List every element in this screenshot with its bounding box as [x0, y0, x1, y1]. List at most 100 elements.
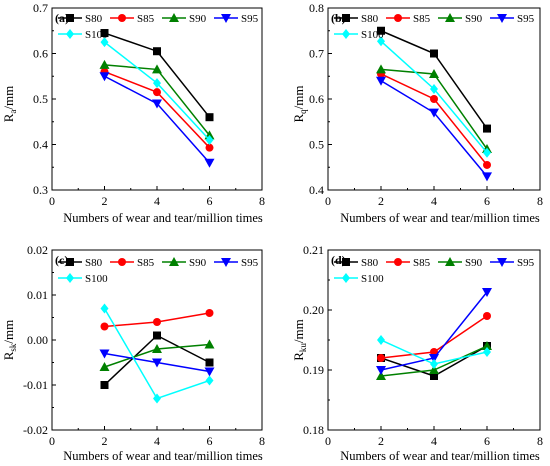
- legend-label-s85-b: S85: [413, 13, 431, 25]
- y-tick-label-c: -0.01: [23, 378, 48, 392]
- chart-panel-c: 0 2 4 6 8 -0.02 -0.01 0.00 0.01 0.02 (c) S80 S85 S90 S…: [1, 243, 265, 463]
- x-tick-label-a: 2: [102, 194, 108, 208]
- legend-marker-s100-a: [66, 29, 74, 39]
- data-point-s100-c: [100, 303, 109, 314]
- legend-label-s100-a: S100: [85, 29, 108, 41]
- legend-label-s85-a: S85: [137, 13, 155, 25]
- data-point-s80-a: [205, 113, 214, 122]
- x-axis-title-d: Numbers of wear and tear/million times: [340, 449, 540, 463]
- x-tick-label-c: 0: [49, 434, 55, 448]
- y-tick-label-b: 0.4: [309, 183, 324, 197]
- x-tick-label-d: 4: [431, 434, 437, 448]
- legend-label-s90-b: S90: [465, 13, 483, 25]
- data-point-s95-d: [376, 366, 386, 375]
- data-point-s90-d: [376, 371, 386, 380]
- data-point-s80-c: [153, 331, 161, 340]
- y-tick-label-d: 0.18: [303, 423, 324, 437]
- data-point-s90-c: [99, 362, 110, 371]
- data-point-s100-c: [153, 393, 161, 404]
- data-point-s85-d: [377, 354, 385, 362]
- legend-marker-s95-d: [497, 258, 507, 267]
- x-tick-label-d: 8: [537, 434, 543, 448]
- x-tick-label-c: 6: [207, 434, 213, 448]
- x-tick-label-b: 4: [431, 194, 437, 208]
- legend-marker-s90-d: [445, 257, 455, 266]
- legend-label-s90-d: S90: [465, 257, 483, 269]
- legend-marker-s80-b: [342, 14, 350, 22]
- legend-label-s95-b: S95: [517, 13, 535, 25]
- data-point-s80-c: [205, 358, 214, 367]
- legend-marker-s85-b: [394, 14, 402, 22]
- data-point-s80-a: [100, 29, 109, 38]
- x-tick-label-b: 8: [537, 194, 543, 208]
- legend-marker-s85-d: [394, 258, 402, 266]
- legend-marker-s90-b: [445, 13, 455, 22]
- legend-label-s100-c: S100: [85, 273, 108, 285]
- x-tick-label-d: 2: [378, 434, 384, 448]
- chart-panel-a: 0 2 4 6 80.30.40.50.60.7(a) S80 S85 S90 S95S100R…: [1, 1, 265, 225]
- legend-marker-s85-a: [118, 14, 126, 22]
- x-axis-title-a: Numbers of wear and tear/million times: [63, 211, 263, 225]
- y-axis-title-a: Ra/mm: [1, 86, 18, 123]
- y-tick-label-b: 0.6: [309, 92, 324, 106]
- x-tick-label-d: 0: [325, 434, 331, 448]
- y-tick-label-d: 0.20: [303, 303, 324, 317]
- legend-marker-s85-c: [118, 258, 126, 266]
- data-point-s95-c: [204, 367, 215, 377]
- data-point-s95-a: [99, 72, 110, 82]
- data-point-s100-a: [100, 37, 109, 48]
- legend-label-s85-d: S85: [413, 257, 431, 269]
- data-point-s85-c: [100, 322, 109, 331]
- x-tick-label-a: 8: [259, 194, 265, 208]
- y-tick-label-d: 0.19: [303, 363, 324, 377]
- legend-marker-s90-c: [169, 257, 179, 266]
- legend-marker-s80-a: [66, 14, 74, 22]
- y-tick-label-a: 0.5: [33, 92, 48, 106]
- legend-marker-s100-c: [66, 273, 74, 283]
- panel-label-c: (c): [55, 253, 68, 267]
- y-tick-label-c: 0.00: [27, 333, 48, 347]
- x-tick-label-c: 4: [154, 434, 160, 448]
- y-tick-label-b: 0.5: [309, 138, 324, 152]
- x-tick-label-b: 6: [484, 194, 490, 208]
- y-tick-label-a: 0.6: [33, 47, 48, 61]
- data-point-s90-d: [429, 365, 439, 374]
- chart-panel-b: 0 2 4 6 80.40.50.60.70.8(b) S80 S85 S90 S95S100R…: [291, 1, 543, 225]
- x-tick-label-d: 6: [484, 434, 490, 448]
- data-point-s90-c: [204, 339, 215, 349]
- data-point-s80-c: [100, 381, 109, 389]
- data-point-s80-b: [483, 124, 491, 133]
- data-point-s80-b: [430, 49, 438, 58]
- legend-label-s100-d: S100: [361, 273, 384, 285]
- data-point-s100-d: [377, 335, 385, 345]
- legend-marker-s80-c: [66, 258, 74, 266]
- legend-label-s90-a: S90: [189, 13, 207, 25]
- legend-marker-s95-b: [497, 14, 507, 23]
- y-tick-label-a: 0.3: [33, 183, 48, 197]
- legend-label-s80-b: S80: [361, 13, 379, 25]
- data-point-s80-d: [430, 372, 438, 380]
- data-point-s95-c: [99, 349, 110, 359]
- data-point-s95-d: [482, 288, 492, 297]
- data-point-s85-a: [205, 143, 214, 152]
- data-point-s90-a: [99, 59, 110, 69]
- data-point-s95-b: [429, 108, 439, 118]
- data-point-s90-b: [429, 68, 439, 78]
- data-point-s100-b: [430, 83, 438, 94]
- legend-marker-s100-d: [342, 273, 350, 283]
- y-axis-title-d: Rku/mm: [291, 319, 308, 361]
- data-point-s85-b: [483, 160, 491, 169]
- legend-label-s80-c: S80: [85, 257, 103, 269]
- data-point-s95-b: [482, 172, 492, 182]
- y-tick-label-c: 0.01: [27, 288, 48, 302]
- data-point-s100-a: [153, 78, 161, 89]
- data-point-s100-a: [205, 134, 214, 145]
- data-point-s85-c: [153, 318, 161, 326]
- data-point-s95-c: [152, 358, 162, 368]
- data-point-s100-b: [483, 147, 491, 158]
- data-point-s90-b: [376, 64, 386, 74]
- y-axis-title-b: Rq/mm: [291, 85, 308, 122]
- x-tick-label-a: 4: [154, 194, 160, 208]
- x-tick-label-c: 2: [102, 434, 108, 448]
- y-tick-label-c: 0.02: [27, 243, 48, 257]
